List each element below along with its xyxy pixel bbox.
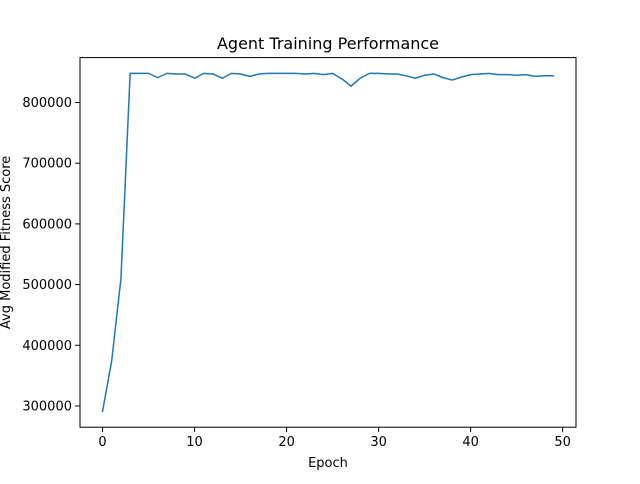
chart-title: Agent Training Performance — [217, 34, 439, 53]
y-tick-label: 700000 — [22, 157, 72, 172]
x-tick-label: 30 — [370, 435, 387, 450]
y-tick-label: 800000 — [22, 96, 72, 111]
y-tick-label: 300000 — [22, 399, 72, 414]
y-tick-label: 600000 — [22, 217, 72, 232]
x-tick-label: 40 — [462, 435, 479, 450]
x-tick-label: 10 — [186, 435, 203, 450]
lines-layer — [101, 72, 555, 413]
y-tick-label: 400000 — [22, 339, 72, 354]
x-tick-label: 0 — [98, 435, 106, 450]
ticks-layer: 0 10 20 30 40 50 300000 400000 500000 600000 70000… — [22, 96, 571, 450]
x-tick-label: 20 — [278, 435, 295, 450]
y-axis-label: Avg Modified Fitness Score — [0, 156, 14, 329]
x-tick-label: 50 — [554, 435, 571, 450]
y-tick-label: 500000 — [22, 278, 72, 293]
plot-frame — [79, 57, 577, 428]
x-axis-label: Epoch — [308, 456, 348, 471]
series-line — [101, 72, 555, 413]
